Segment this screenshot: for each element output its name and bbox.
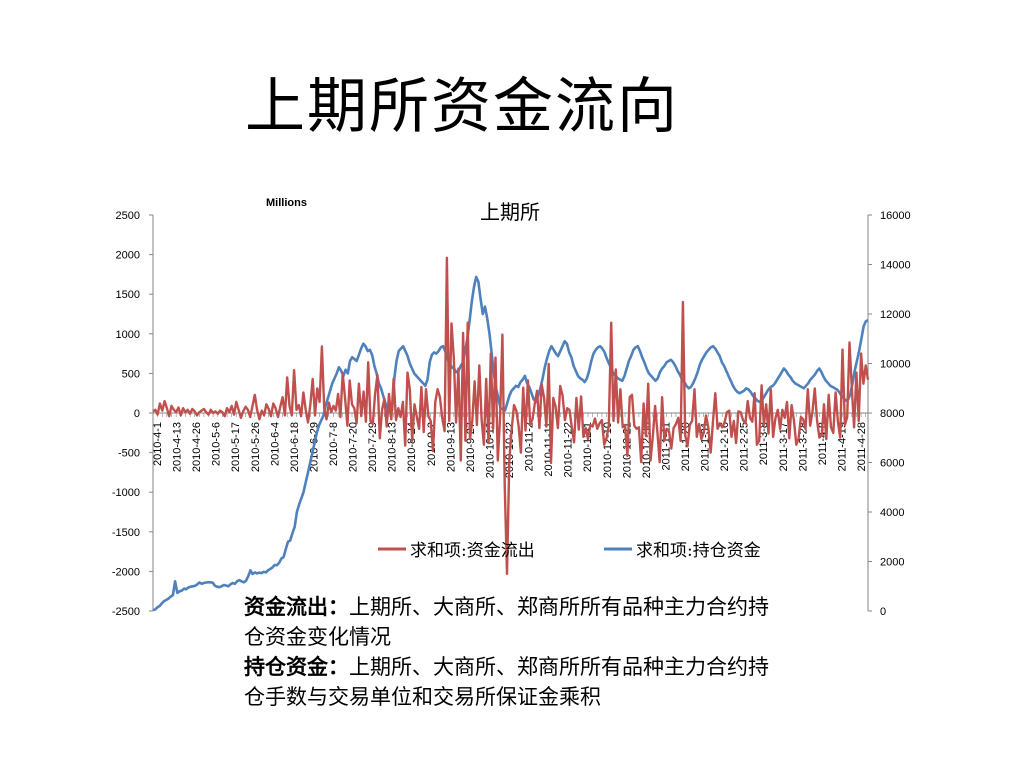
note-open-interest: 持仓资金：上期所、大商所、郑商所所有品种主力合约持仓手数与交易单位和交易所保证金… — [244, 652, 789, 712]
left-tick-label: -500 — [118, 448, 140, 460]
x-tick-label: 2011-3-8 — [758, 422, 770, 465]
x-tick-label: 2010-4-13 — [172, 422, 184, 472]
legend: 求和项:资金流出 求和项:持仓资金 — [378, 541, 761, 561]
right-tick-label: 12000 — [880, 309, 911, 321]
note-outflow-term: 资金流出： — [244, 594, 349, 619]
left-tick-label: 2500 — [116, 210, 140, 222]
x-tick-label: 2010-11-22 — [563, 422, 575, 477]
x-tick-label: 2011-3-17 — [778, 422, 790, 471]
x-tick-label: 2010-12-10 — [602, 422, 614, 478]
legend-outflow-label: 求和项:资金流出 — [410, 541, 535, 561]
x-tick-label: 2010-11-2 — [524, 422, 536, 471]
left-tick-label: 1000 — [116, 329, 140, 341]
right-tick-label: 8000 — [880, 408, 904, 420]
chart-title: 上期所 — [480, 200, 540, 224]
right-tick-label: 4000 — [880, 507, 904, 519]
note-open-interest-term: 持仓资金： — [244, 654, 349, 679]
x-tick-label: 2010-7-8 — [328, 422, 340, 466]
x-tick-label: 2010-5-6 — [211, 422, 223, 466]
right-tick-label: 0 — [880, 606, 886, 618]
x-tick-label: 2010-9-13 — [445, 422, 457, 472]
x-tick-label: 2011-3-28 — [797, 422, 809, 471]
x-tick-label: 2010-10-13 — [484, 422, 496, 478]
unit-label: Millions — [266, 197, 307, 209]
x-tick-label: 2010-5-17 — [230, 422, 242, 472]
x-tick-label: 2011-2-25 — [739, 422, 751, 471]
x-tick-label: 2010-8-13 — [387, 422, 399, 472]
x-tick-label: 2010-9-27 — [465, 422, 477, 472]
chart: Millions 上期所 2500 2000 1500 1000 500 0 -500 -10… — [112, 197, 911, 618]
x-tick-label: 2010-6-4 — [269, 422, 281, 466]
x-tick-label: 2010-6-18 — [289, 422, 301, 472]
left-tick-label: -1000 — [112, 487, 140, 499]
note-open-interest-text: 上期所、大商所、郑商所所有品种主力合约持仓手数与交易单位和交易所保证金乘积 — [244, 655, 769, 709]
left-tick-label: -1500 — [112, 527, 140, 539]
right-tick-label: 16000 — [880, 210, 911, 222]
x-tick-label: 2010-4-1 — [152, 422, 164, 466]
left-tick-label: 2000 — [116, 250, 140, 262]
note-outflow: 资金流出：上期所、大商所、郑商所所有品种主力合约持仓资金变化情况 — [244, 592, 789, 652]
left-tick-label: 1500 — [116, 289, 140, 301]
x-tick-label: 2010-7-20 — [348, 422, 360, 472]
series-line-outflow — [152, 256, 870, 575]
x-tick-label: 2010-5-26 — [250, 422, 262, 472]
right-tick-label: 14000 — [880, 260, 911, 272]
series-layer — [152, 256, 870, 612]
x-tick-label: 2010-8-24 — [406, 422, 418, 472]
left-tick-label: -2000 — [112, 566, 140, 578]
slide-title: 上期所资金流向 — [245, 72, 679, 142]
series-line-open-interest — [152, 275, 869, 612]
legend-open-interest-label: 求和项:持仓资金 — [636, 541, 761, 561]
left-tick-label: 0 — [134, 408, 140, 420]
x-tick-label: 2011-2-16 — [719, 422, 731, 471]
right-tick-label: 6000 — [880, 458, 904, 470]
x-tick-label: 2011-4-28 — [856, 422, 868, 471]
x-tick-label: 2010-4-26 — [191, 422, 203, 472]
right-tick-label: 10000 — [880, 359, 911, 371]
left-tick-label: 500 — [122, 368, 140, 380]
right-tick-label: 2000 — [880, 557, 904, 569]
note-outflow-text: 上期所、大商所、郑商所所有品种主力合约持仓资金变化情况 — [244, 595, 769, 649]
x-tick-label: 2010-7-29 — [367, 422, 379, 472]
left-tick-label: -2500 — [112, 606, 140, 618]
